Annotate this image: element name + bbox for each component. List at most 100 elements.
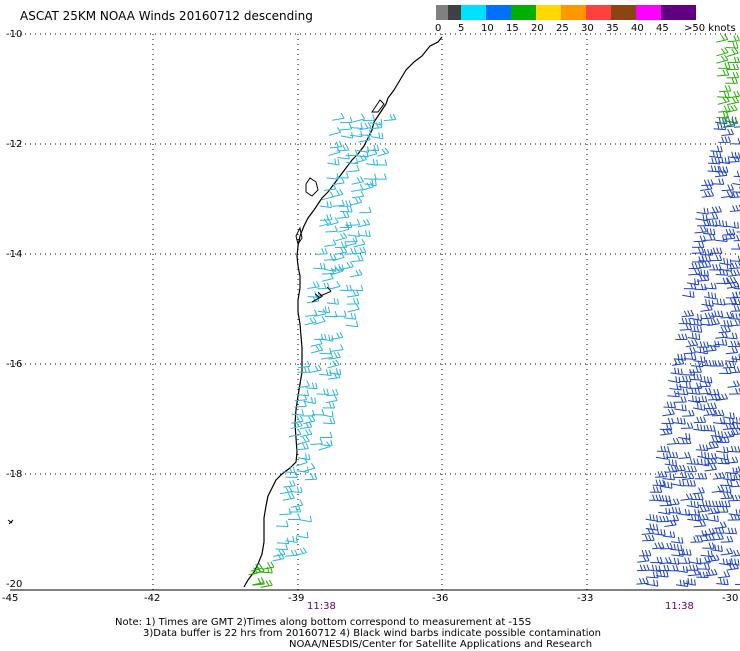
wind-barb (718, 571, 730, 578)
wind-barb (716, 453, 728, 460)
wind-barb (713, 472, 725, 479)
wind-barb (363, 115, 375, 121)
wind-barb (298, 436, 310, 444)
wind-barb (672, 358, 684, 365)
wind-barb (703, 528, 715, 535)
wind-barb (692, 242, 704, 248)
wind-barb (695, 396, 707, 402)
wind-barb (729, 313, 740, 319)
wind-barb (315, 248, 327, 254)
wind-barb (671, 537, 683, 543)
wind-barb (720, 320, 732, 326)
wind-barb (300, 429, 312, 437)
wind-barb (707, 341, 719, 347)
wind-barb (636, 578, 648, 584)
wind-barb (669, 507, 681, 513)
lat-label: -10 (6, 29, 22, 40)
wind-barb (664, 520, 676, 527)
wind-barb (723, 233, 735, 240)
wind-barb (701, 551, 713, 557)
wind-barb (291, 500, 303, 508)
wind-barb (722, 184, 734, 190)
wind-barb (292, 409, 304, 415)
wind-barb (728, 35, 740, 42)
wind-barb (684, 347, 696, 354)
wind-barb (679, 376, 691, 382)
wind-barb (702, 360, 714, 366)
wind-barb (687, 501, 699, 508)
wind-barb (320, 201, 332, 207)
offshore-wind-barbs (636, 116, 740, 586)
wind-barb (649, 495, 661, 501)
wind-barb (694, 520, 706, 527)
pass-time-label: 11:38 (665, 601, 694, 612)
wind-barb (725, 528, 737, 534)
wind-barb (337, 212, 349, 219)
wind-barb (639, 550, 651, 556)
wind-barb (704, 283, 716, 289)
wind-barb (697, 275, 709, 282)
wind-barb (650, 487, 662, 493)
wind-barb (291, 416, 303, 423)
wind-barb (310, 438, 322, 445)
wind-barb (667, 438, 679, 445)
wind-barb (698, 505, 710, 512)
wind-barb (729, 388, 740, 394)
wind-barb (298, 453, 310, 460)
wind-barb (692, 247, 704, 253)
wind-barb (323, 402, 335, 408)
wind-barb (717, 70, 729, 77)
wind-barb (324, 254, 336, 260)
wind-barb (715, 332, 727, 339)
wind-barb (646, 572, 658, 578)
wind-barb (701, 299, 713, 306)
wind-barb (658, 508, 670, 514)
wind-barb (276, 544, 288, 550)
note-line-3: NOAA/NESDIS/Center for Satellite Applica… (289, 639, 592, 651)
wind-barb (351, 285, 363, 291)
wind-barb (371, 132, 383, 139)
wind-barb (716, 578, 728, 585)
wind-barb (678, 433, 690, 440)
wind-barb (340, 206, 352, 212)
wind-barb (727, 222, 739, 229)
wind-barb (726, 42, 738, 48)
wind-barb (307, 281, 319, 288)
wind-barb (331, 344, 343, 351)
wind-barb (727, 48, 739, 56)
wind-barb (731, 138, 740, 144)
wind-barb (693, 424, 705, 431)
wind-barb (724, 298, 736, 304)
wind-barb (657, 446, 669, 452)
lon-label: -45 (2, 593, 18, 604)
wind-barb (704, 409, 716, 416)
wind-barb (701, 179, 713, 185)
wind-barb (716, 34, 728, 42)
wind-barb (656, 453, 668, 459)
wind-barb (709, 151, 721, 158)
wind-barb (637, 565, 649, 571)
wind-barb (693, 487, 705, 494)
wind-barb (362, 182, 374, 190)
wind-barb (328, 360, 340, 368)
wind-barb (721, 492, 733, 498)
wind-barb (712, 486, 724, 493)
wind-barb (320, 432, 332, 438)
wind-barb (652, 542, 664, 549)
wind-barb (716, 278, 728, 284)
wind-barb (709, 436, 721, 443)
wind-barb (319, 348, 331, 354)
wind-barb (716, 55, 728, 63)
wind-barb (708, 158, 720, 164)
coastline (244, 37, 442, 587)
wind-barb (704, 403, 716, 409)
wind-barb (352, 177, 364, 185)
wind-barb (718, 105, 730, 112)
wind-barb (359, 207, 371, 213)
wind-barb (690, 314, 702, 321)
wind-barb (305, 474, 317, 480)
wind-barb (664, 402, 676, 408)
wind-barb (653, 480, 665, 486)
wind-barb (691, 494, 703, 500)
wind-barb (723, 412, 735, 419)
